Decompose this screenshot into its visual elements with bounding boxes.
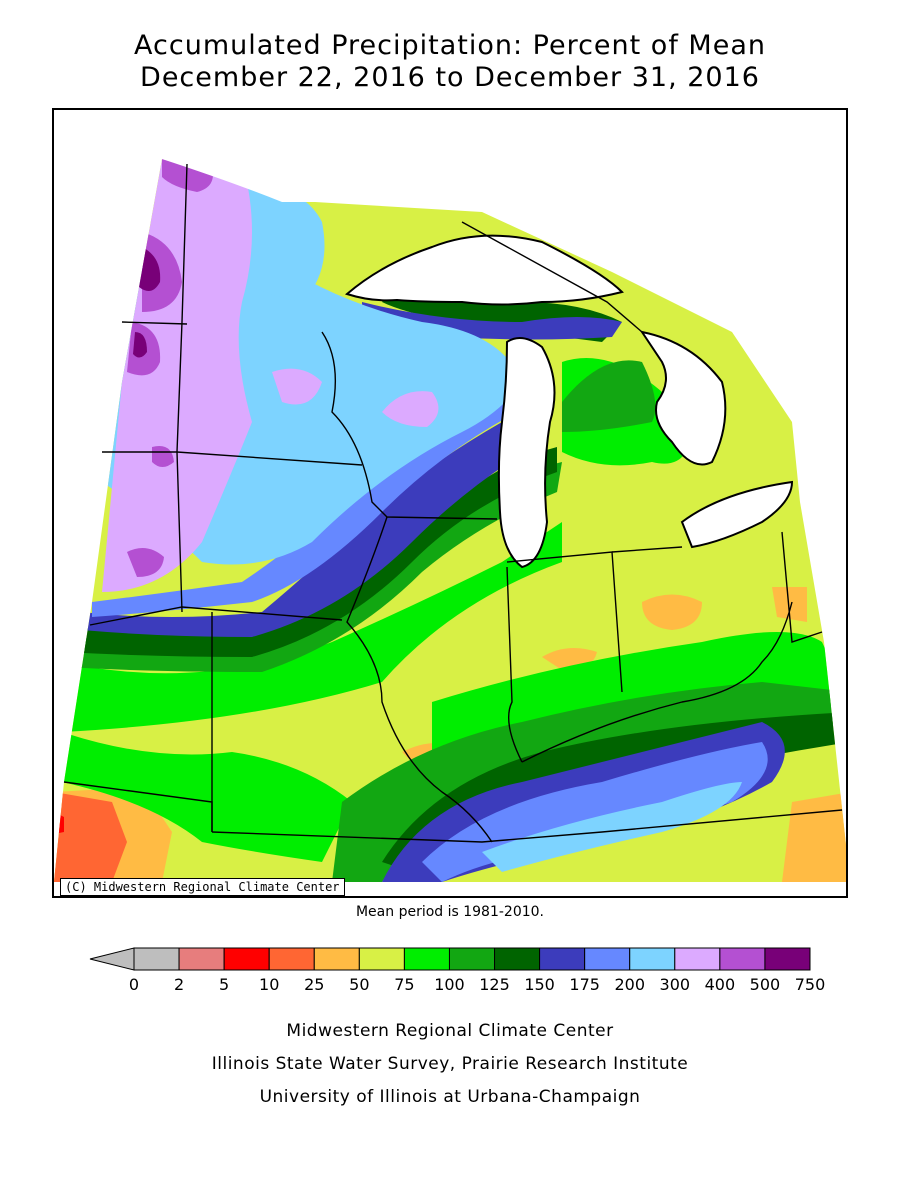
legend-tick-label: 750 — [795, 975, 826, 994]
lake-superior — [344, 234, 624, 306]
border-mi-oh — [611, 546, 683, 553]
border-sd-mn-ia — [102, 451, 363, 466]
region-300-400-west — [102, 159, 252, 592]
region-500-750-nd — [139, 247, 161, 291]
credit-line-2: Illinois State Water Survey, Prairie Res… — [211, 1054, 689, 1074]
legend-tick-label: 400 — [705, 975, 736, 994]
legend-swatch-175-200 — [584, 947, 631, 971]
border-ohio-river — [521, 601, 793, 763]
map-canvas — [54, 122, 846, 882]
precipitation-map — [52, 108, 848, 898]
legend-tick-label: 300 — [660, 975, 691, 994]
region-400-500-sd-1 — [152, 446, 174, 467]
border-canada-mi — [461, 221, 643, 333]
legend-below-min-arrow — [89, 947, 135, 971]
map-title-line-2: December 22, 2016 to December 31, 2016 — [140, 62, 760, 93]
region-150-175-north — [82, 412, 542, 637]
region-500-750-nd-2 — [133, 332, 147, 358]
map-title-line-1: Accumulated Precipitation: Percent of Me… — [134, 30, 766, 61]
legend-tick-label: 0 — [129, 975, 139, 994]
border-mo-ar-tn — [211, 809, 843, 843]
region-300-400-wi — [382, 391, 439, 427]
region-100-125-mi-north — [562, 360, 656, 432]
border-ne-ia-mo — [89, 606, 343, 626]
region-300-400-mn — [272, 368, 322, 405]
lake-erie — [680, 480, 794, 549]
legend-tick-label: 150 — [524, 975, 555, 994]
legend-tick-label: 500 — [750, 975, 781, 994]
region-25-50-oh — [642, 594, 702, 630]
border-mississippi — [346, 516, 493, 843]
legend-tick-label: 100 — [434, 975, 465, 994]
legend-swatch-150-175 — [539, 947, 586, 971]
legend-tick-label: 10 — [259, 975, 279, 994]
legend-swatch-400-500 — [719, 947, 766, 971]
legend-tick-label: 75 — [394, 975, 414, 994]
lake-michigan — [497, 337, 556, 569]
legend-tick-label: 200 — [614, 975, 645, 994]
legend-tick-label: 50 — [349, 975, 369, 994]
great-lakes — [132, 122, 794, 569]
legend-tick-label: 2 — [174, 975, 184, 994]
border-nd-mn — [176, 163, 188, 613]
legend-swatch-5-10 — [223, 947, 270, 971]
legend-swatch-10-25 — [268, 947, 315, 971]
region-200-300-ky — [482, 782, 742, 872]
legend-swatch-300-400 — [674, 947, 721, 971]
lake-huron — [639, 330, 727, 466]
legend-tick-label: 5 — [219, 975, 229, 994]
copyright-label: (C) Midwestern Regional Climate Center — [60, 878, 345, 896]
border-nd-sd — [121, 321, 188, 325]
legend-swatch-0-2 — [133, 947, 180, 971]
region-400-500-rr-valley — [142, 232, 182, 312]
mean-period-note: Mean period is 1981-2010. — [355, 904, 545, 920]
region-75-100-mo — [62, 732, 352, 862]
legend-swatch-75-100 — [403, 947, 450, 971]
legend-swatch-200-300 — [629, 947, 676, 971]
legend-tick-label: 175 — [569, 975, 600, 994]
legend-swatch-25-50 — [313, 947, 360, 971]
state-borders — [63, 163, 843, 843]
region-10-25-sw — [54, 792, 127, 882]
region-400-500-sd-2 — [127, 548, 164, 577]
color-legend: 0 2 5 10 25 50 75 100 125 150 175 200 300 400 500 750 — [89, 947, 826, 994]
blank-canada — [132, 122, 322, 202]
legend-tick-label: 125 — [479, 975, 510, 994]
region-25-50-se — [782, 792, 846, 882]
region-75-100-north-belt — [62, 522, 562, 732]
legend-swatch-100-125 — [448, 947, 496, 971]
legend-swatch-125-150 — [494, 947, 541, 971]
legend-tick-label: 25 — [304, 975, 324, 994]
border-mn-wi-il — [321, 331, 498, 520]
credit-line-3: University of Illinois at Urbana-Champai… — [259, 1087, 641, 1107]
legend-swatch-50-75 — [358, 947, 405, 971]
legend-swatch-500-750 — [764, 947, 811, 971]
region-25-50-pa — [772, 587, 807, 622]
border-oh-pa — [781, 531, 823, 643]
border-il-in — [506, 566, 523, 763]
credit-line-1: Midwestern Regional Climate Center — [286, 1021, 614, 1041]
legend-swatch-2-5 — [178, 947, 225, 971]
